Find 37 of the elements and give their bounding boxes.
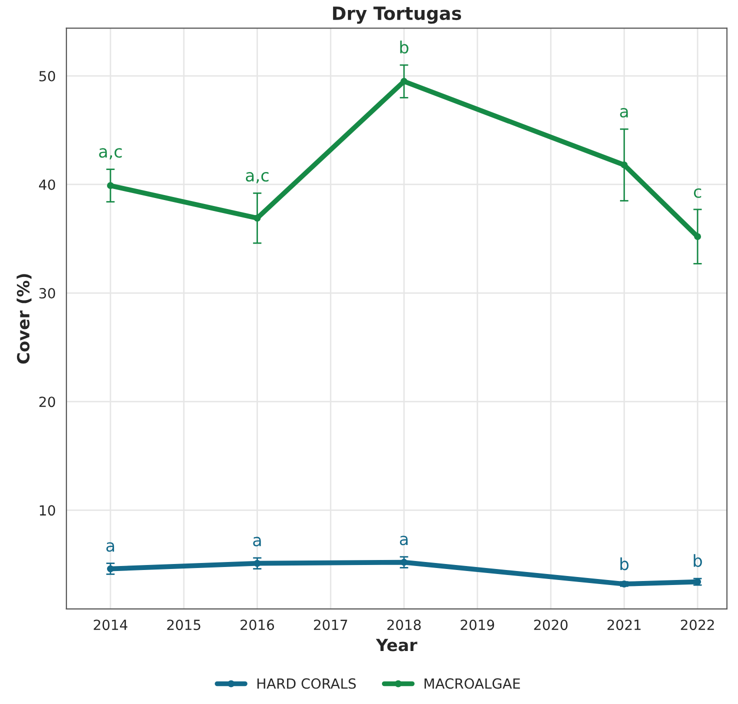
x-axis-title: Year <box>376 638 418 652</box>
annotation: c <box>694 188 702 198</box>
y-tick-label: 40 <box>39 179 56 190</box>
annotation: b <box>400 40 408 54</box>
y-tick-label: 10 <box>40 505 56 516</box>
x-tick-label: 2014 <box>94 620 128 630</box>
x-tick-label: 2018 <box>387 620 421 630</box>
point <box>254 214 261 222</box>
point <box>400 78 408 85</box>
annotation: a <box>106 542 114 552</box>
y-tick-label: 20 <box>39 396 56 408</box>
y-axis-title: Cover (%) <box>16 274 32 364</box>
x-tick-label: 2015 <box>167 620 200 630</box>
x-tick-label: 2021 <box>608 620 641 630</box>
y-tick-label: 30 <box>39 288 56 299</box>
point <box>400 558 408 566</box>
annotation: a <box>400 536 408 546</box>
x-tick-label: 2019 <box>460 620 494 630</box>
y-tick-label: 50 <box>39 70 56 82</box>
point <box>106 182 114 190</box>
point <box>694 233 702 240</box>
legend-label: HARD CORALS <box>257 678 356 689</box>
chart-title: Dry Tortugas <box>333 6 462 24</box>
legend-label: MACROALGAE <box>424 678 520 689</box>
point <box>106 565 114 572</box>
point <box>254 560 261 567</box>
x-tick-label: 2017 <box>314 620 348 630</box>
x-tick-label: 2022 <box>680 620 714 630</box>
x-tick-label: 2020 <box>534 620 568 630</box>
point <box>620 161 628 168</box>
annotation: b <box>620 557 629 570</box>
annotation: b <box>694 554 702 567</box>
x-tick-label: 2016 <box>240 620 274 630</box>
annotation: a <box>253 536 261 546</box>
annotation: a,c <box>99 148 122 160</box>
annotation: a,c <box>246 172 269 184</box>
annotation: a <box>620 108 628 118</box>
